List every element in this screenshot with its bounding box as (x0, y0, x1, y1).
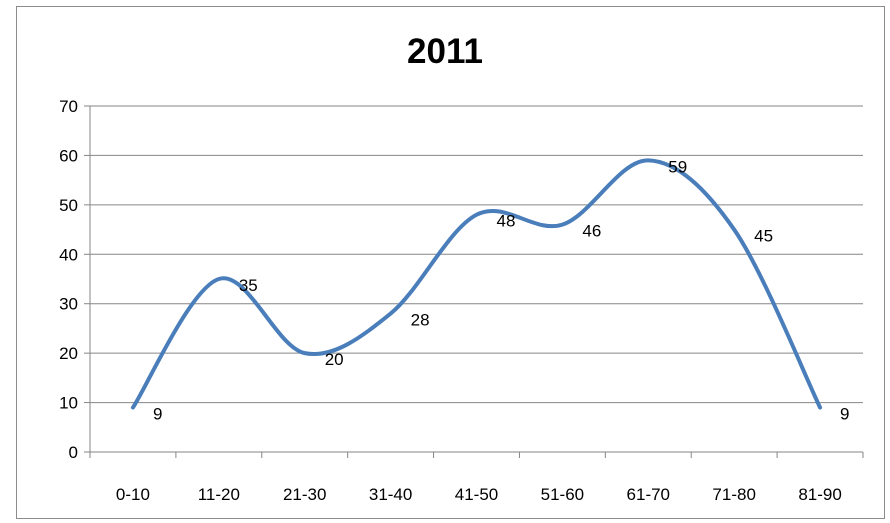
data-label: 48 (497, 212, 516, 231)
x-tick-label: 51-60 (541, 485, 584, 504)
x-tick-label: 61-70 (627, 485, 670, 504)
series-line-0 (130, 158, 823, 410)
x-tick-label: 81-90 (798, 485, 841, 504)
y-tick-label: 30 (59, 295, 78, 314)
x-axis-tick-labels: 0-10 11-20 21-30 31-40 41-50 51-60 61-70 71-80 8… (116, 485, 842, 504)
chart-frame (16, 6, 885, 519)
chart-title: 2011 (407, 32, 483, 71)
y-tick-label: 20 (59, 344, 78, 363)
data-label: 9 (840, 405, 849, 424)
series-group (130, 158, 823, 410)
x-tick-label: 41-50 (455, 485, 498, 504)
data-label: 20 (325, 350, 344, 369)
x-tick-label: 71-80 (712, 485, 755, 504)
x-tick-label: 31-40 (369, 485, 412, 504)
data-labels: 9 35 20 28 48 46 59 45 9 (153, 157, 850, 423)
data-label: 28 (411, 311, 430, 330)
data-label: 59 (668, 157, 687, 176)
y-tick-label: 70 (59, 97, 78, 116)
gridlines (90, 105, 863, 404)
y-axis-tick-labels: 0 10 20 30 40 50 60 70 (59, 97, 78, 462)
y-tick-label: 0 (69, 443, 78, 462)
data-label: 35 (239, 276, 258, 295)
data-label: 9 (153, 405, 162, 424)
x-tick-label: 21-30 (283, 485, 326, 504)
y-tick-label: 60 (59, 146, 78, 165)
x-tick-label: 11-20 (198, 485, 240, 504)
y-tick-label: 50 (59, 196, 78, 215)
y-tick-label: 40 (59, 245, 78, 264)
data-label: 46 (582, 222, 601, 241)
axes (84, 105, 864, 458)
x-tick-label: 0-10 (116, 485, 150, 504)
data-label: 45 (754, 227, 773, 246)
y-tick-label: 10 (59, 394, 78, 413)
